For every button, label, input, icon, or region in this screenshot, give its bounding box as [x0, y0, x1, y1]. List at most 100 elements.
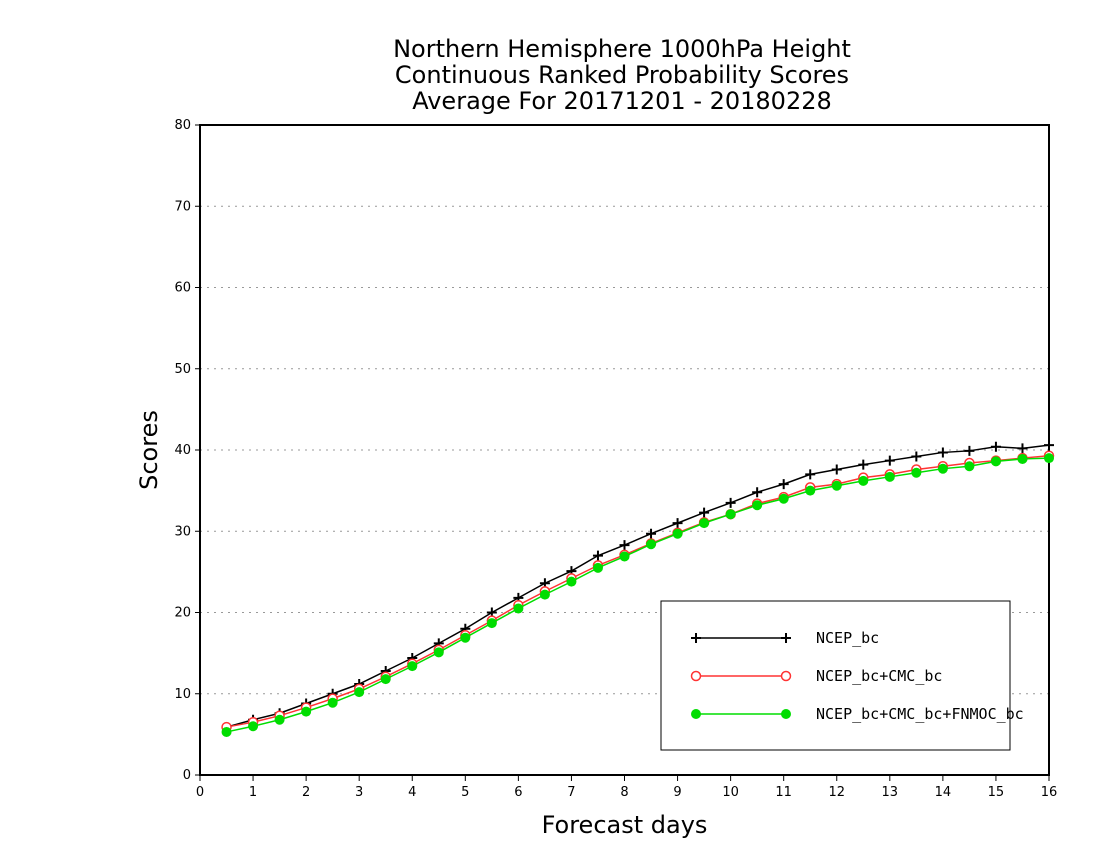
filled-circle-marker — [937, 463, 948, 474]
filled-circle-marker — [964, 461, 975, 472]
plus-marker — [778, 479, 789, 490]
y-tick-label: 70 — [174, 199, 191, 214]
series-2 — [221, 453, 1054, 737]
x-tick-label: 5 — [461, 785, 469, 800]
filled-circle-marker — [592, 562, 603, 573]
plus-marker — [831, 464, 842, 475]
legend-label: NCEP_bc+CMC_bc+FNMOC_bc — [816, 705, 1024, 723]
filled-circle-marker — [781, 709, 791, 719]
filled-circle-marker — [327, 697, 338, 708]
plus-marker — [646, 528, 657, 539]
series-0 — [221, 440, 1054, 733]
filled-circle-marker — [691, 709, 701, 719]
chart-title-line-2: Continuous Ranked Probability Scores — [394, 61, 850, 89]
x-tick-label: 9 — [673, 785, 681, 800]
plus-marker — [752, 487, 763, 498]
plus-marker — [911, 451, 922, 462]
y-tick-label: 0 — [183, 768, 191, 783]
filled-circle-marker — [460, 632, 471, 643]
plus-marker — [725, 497, 736, 508]
y-tick-label: 80 — [174, 118, 191, 133]
filled-circle-marker — [990, 456, 1001, 467]
filled-circle-marker — [858, 475, 869, 486]
filled-circle-marker — [831, 480, 842, 491]
chart-title: Northern Hemisphere 1000hPa Height Conti… — [0, 36, 1100, 114]
legend-label: NCEP_bc+CMC_bc — [816, 667, 942, 685]
plus-marker — [884, 455, 895, 466]
x-tick-label: 2 — [302, 785, 310, 800]
plus-marker — [592, 550, 603, 561]
x-tick-label: 16 — [1041, 785, 1058, 800]
filled-circle-marker — [566, 576, 577, 587]
x-tick-label: 12 — [828, 785, 845, 800]
x-tick-label: 13 — [882, 785, 899, 800]
filled-circle-marker — [407, 661, 418, 672]
filled-circle-marker — [1044, 453, 1054, 464]
filled-circle-marker — [619, 551, 630, 562]
plus-marker — [858, 459, 869, 470]
x-tick-label: 10 — [722, 785, 739, 800]
filled-circle-marker — [221, 726, 232, 737]
filled-circle-marker — [433, 647, 444, 658]
x-tick-label: 8 — [620, 785, 628, 800]
plus-marker — [805, 469, 816, 480]
plus-marker — [781, 633, 791, 643]
x-tick-label: 0 — [196, 785, 204, 800]
chart-title-line-3: Average For 20171201 - 20180228 — [412, 87, 832, 115]
plus-marker — [672, 518, 683, 529]
x-tick-label: 1 — [249, 785, 257, 800]
plus-marker — [691, 633, 701, 643]
y-tick-label: 60 — [174, 281, 191, 296]
filled-circle-marker — [805, 485, 816, 496]
legend-entry: NCEP_bc+CMC_bc+FNMOC_bc — [691, 705, 1024, 723]
filled-circle-marker — [646, 539, 657, 550]
filled-circle-marker — [513, 603, 524, 614]
filled-circle-marker — [248, 721, 259, 732]
x-tick-label: 6 — [514, 785, 522, 800]
y-tick-label: 30 — [174, 524, 191, 539]
filled-circle-marker — [301, 706, 312, 717]
filled-circle-marker — [672, 528, 683, 539]
plus-marker — [1044, 440, 1054, 451]
x-tick-label: 3 — [355, 785, 363, 800]
filled-circle-marker — [884, 471, 895, 482]
filled-circle-marker — [725, 509, 736, 520]
x-axis-label: Forecast days — [542, 811, 708, 839]
filled-circle-marker — [778, 493, 789, 504]
filled-circle-marker — [752, 500, 763, 511]
plus-marker — [1017, 443, 1028, 454]
open-circle-marker — [690, 670, 702, 682]
filled-circle-marker — [699, 518, 710, 529]
plus-marker — [937, 447, 948, 458]
y-tick-label: 50 — [174, 362, 191, 377]
y-tick-label: 40 — [174, 443, 191, 458]
data-series — [221, 440, 1055, 737]
y-tick-label: 10 — [174, 687, 191, 702]
filled-circle-marker — [539, 589, 550, 600]
filled-circle-marker — [380, 674, 391, 685]
x-tick-label: 15 — [988, 785, 1005, 800]
x-tick-label: 11 — [775, 785, 792, 800]
filled-circle-marker — [486, 618, 497, 629]
legend-entry: NCEP_bc — [691, 629, 879, 647]
legend-label: NCEP_bc — [816, 629, 879, 647]
filled-circle-marker — [911, 467, 922, 478]
legend-entry: NCEP_bc+CMC_bc — [690, 667, 942, 685]
legend: NCEP_bc NCEP_bc+CMC_bc NCEP_bc+CMC_bc+FNMO… — [660, 600, 1024, 751]
filled-circle-marker — [354, 687, 365, 698]
filled-circle-marker — [1017, 453, 1028, 464]
plus-marker — [699, 507, 710, 518]
y-axis-label: Scores — [135, 410, 163, 490]
open-circle-marker — [780, 670, 792, 682]
plus-marker — [990, 441, 1001, 452]
x-tick-label: 14 — [935, 785, 952, 800]
plus-marker — [964, 445, 975, 456]
filled-circle-marker — [274, 714, 285, 725]
x-tick-label: 4 — [408, 785, 416, 800]
plus-marker — [619, 540, 630, 551]
y-tick-label: 20 — [174, 606, 191, 621]
chart-title-line-1: Northern Hemisphere 1000hPa Height — [393, 35, 851, 63]
x-tick-label: 7 — [567, 785, 575, 800]
